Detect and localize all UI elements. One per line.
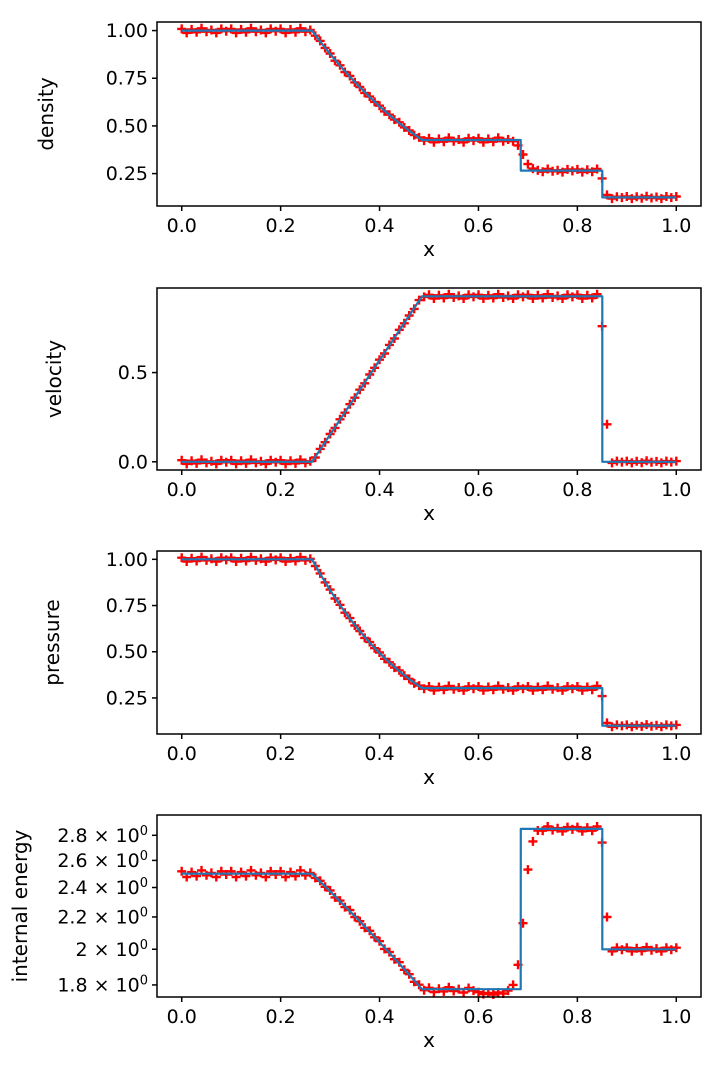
x-tick-label: 0.4 xyxy=(364,215,394,237)
y-tick-label: 1.00 xyxy=(106,20,148,42)
x-tick-label: 1.0 xyxy=(661,215,691,237)
x-axis-label: x xyxy=(423,1028,435,1052)
y-axis-label: density xyxy=(34,77,58,150)
x-tick-label: 0.0 xyxy=(167,1006,197,1028)
y-tick-label: 2.6 × 100 xyxy=(57,849,148,872)
x-tick-label: 0.6 xyxy=(463,743,493,765)
numerical-markers-velocity xyxy=(177,289,681,469)
y-axis-label: internal energy xyxy=(8,829,32,982)
y-tick-label: 0.75 xyxy=(106,68,148,90)
x-tick-label: 0.4 xyxy=(364,1006,394,1028)
x-axis-label: x xyxy=(423,765,435,789)
numerical-markers-density xyxy=(177,23,681,204)
y-tick-label: 2.4 × 100 xyxy=(57,876,148,899)
x-tick-label: 0.4 xyxy=(364,479,394,501)
y-tick-label: 1.00 xyxy=(106,549,148,571)
numerical-markers-internal-energy xyxy=(177,822,681,999)
x-tick-label: 0.8 xyxy=(562,215,592,237)
y-tick-label: 0.25 xyxy=(106,687,148,709)
exact-line-density xyxy=(181,29,677,199)
y-axis-label: pressure xyxy=(40,599,64,685)
x-tick-label: 0.6 xyxy=(463,479,493,501)
x-tick-label: 0.6 xyxy=(463,215,493,237)
x-tick-label: 0.2 xyxy=(266,215,296,237)
x-tick-label: 0.0 xyxy=(167,743,197,765)
x-tick-label: 0.8 xyxy=(562,1006,592,1028)
x-tick-label: 1.0 xyxy=(661,479,691,501)
y-tick-label: 0.75 xyxy=(106,595,148,617)
axes-spines xyxy=(156,21,702,207)
y-tick-label: 1.8 × 100 xyxy=(57,973,148,996)
x-tick-label: 0.0 xyxy=(167,215,197,237)
x-axis-label: x xyxy=(423,501,435,525)
x-axis-label: x xyxy=(423,237,435,261)
axes-spines xyxy=(156,287,702,471)
x-tick-label: 1.0 xyxy=(661,743,691,765)
axes-spines xyxy=(156,814,702,998)
y-tick-label: 0.50 xyxy=(106,115,148,137)
x-tick-label: 0.8 xyxy=(562,479,592,501)
y-tick-label: 0.0 xyxy=(118,451,148,473)
x-tick-label: 0.6 xyxy=(463,1006,493,1028)
y-axis-label: velocity xyxy=(42,340,66,418)
x-tick-label: 1.0 xyxy=(661,1006,691,1028)
x-tick-label: 0.4 xyxy=(364,743,394,765)
axes-spines xyxy=(156,550,702,735)
y-tick-label: 2.2 × 100 xyxy=(57,905,148,928)
y-tick-label: 0.50 xyxy=(106,641,148,663)
numerical-markers-pressure xyxy=(177,552,681,732)
exact-line-internal-energy xyxy=(181,827,677,991)
x-tick-label: 0.8 xyxy=(562,743,592,765)
y-tick-label: 0.5 xyxy=(118,362,148,384)
exact-line-pressure xyxy=(181,558,677,727)
exact-line-velocity xyxy=(181,295,677,463)
y-tick-label: 2 × 100 xyxy=(75,938,148,961)
y-tick-label: 2.8 × 100 xyxy=(57,824,148,847)
x-tick-label: 0.2 xyxy=(266,743,296,765)
y-tick-label: 0.25 xyxy=(106,163,148,185)
x-tick-label: 0.2 xyxy=(266,479,296,501)
x-tick-label: 0.2 xyxy=(266,1006,296,1028)
x-tick-label: 0.0 xyxy=(167,479,197,501)
